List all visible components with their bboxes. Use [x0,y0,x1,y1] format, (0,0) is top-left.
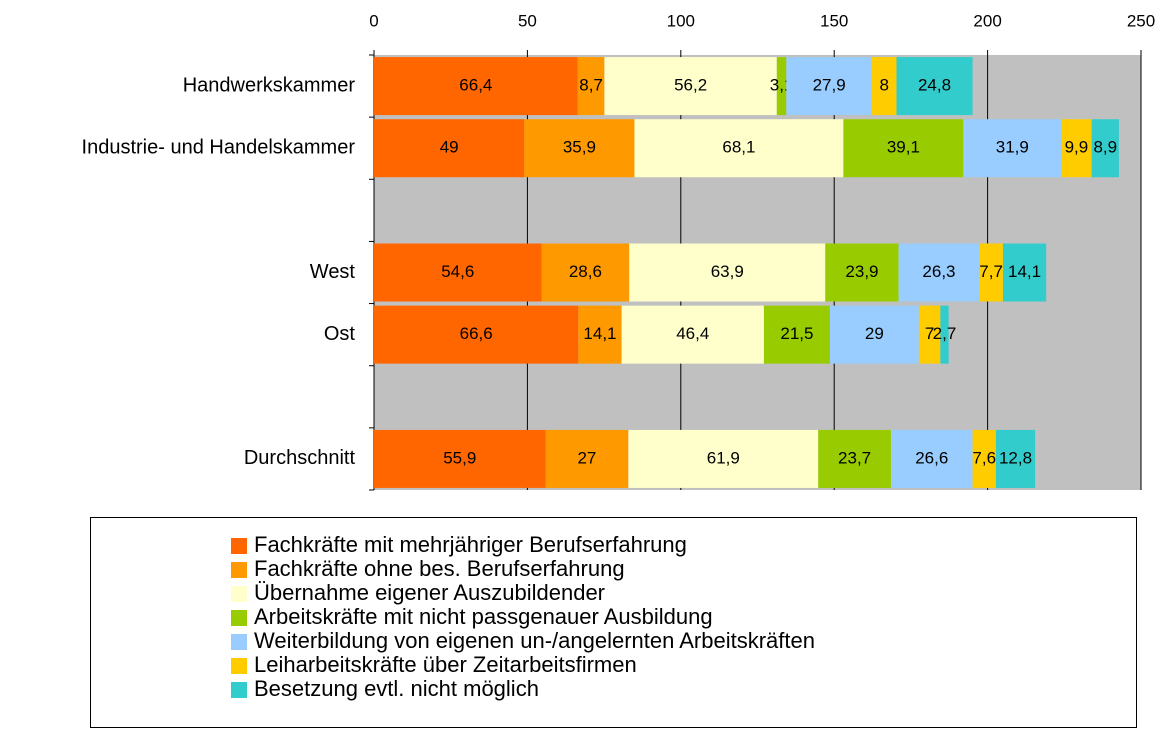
data-label: 7 [925,324,934,343]
bar-segment [963,119,1062,178]
bar-segment [825,243,899,302]
bar-segment [541,243,630,302]
data-label: 68,1 [722,138,755,157]
data-label: 8 [879,76,888,95]
bar-segment [374,243,542,302]
data-label: 55,9 [443,448,476,467]
data-label: 8,7 [579,76,603,95]
bar-segment [621,305,764,364]
bar-segment [995,429,1036,488]
bar-segment [918,305,941,364]
bar-segment [1002,243,1047,302]
legend-swatch [231,634,247,650]
bar-segment [786,57,872,116]
data-label: 26,6 [915,448,948,467]
y-tick-label: Durchschnitt [244,447,356,469]
bar-segment [843,119,964,178]
bar-segment [890,429,973,488]
legend-swatch [231,586,247,602]
y-tick-label: Ost [324,323,356,345]
bar-segment [763,305,830,364]
y-tick-label: West [310,261,356,283]
legend-label: Leiharbeitskräfte über Zeitarbeitsfirmen [254,652,637,677]
legend-label: Weiterbildung von eigenen un-/angelernte… [254,628,815,653]
y-tick-label: Handwerkskammer [183,74,356,96]
bar-segment [1061,119,1092,178]
x-tick-label: 0 [369,11,378,30]
bar-segment [829,305,919,364]
bar-segment [634,119,844,178]
data-label: 35,9 [563,138,596,157]
data-label: 54,6 [441,262,474,281]
data-label: 14,1 [583,324,616,343]
bar-segment [374,305,579,364]
data-label: 27,9 [813,76,846,95]
data-label: 56,2 [674,76,707,95]
bar-segment [896,57,973,116]
data-label: 66,6 [460,324,493,343]
data-label: 39,1 [887,138,920,157]
data-label: 24,8 [918,76,951,95]
data-label: 31,9 [996,138,1029,157]
legend-label: Fachkräfte mit mehrjähriger Berufserfahr… [254,532,687,557]
legend-swatch [231,610,247,626]
x-tick-label: 50 [518,11,537,30]
bar-segment [545,429,629,488]
bar-segment [898,243,980,302]
data-label: 29 [865,324,884,343]
bar-segment [776,57,787,116]
bar-segment [871,57,897,116]
data-label: 23,9 [845,262,878,281]
data-label: 9,9 [1065,138,1089,157]
x-tick-label: 100 [667,11,695,30]
legend-box [90,517,1137,728]
bar-segment [629,243,826,302]
data-label: 28,6 [569,262,602,281]
bar-segment [940,305,949,364]
bar-segment [604,57,777,116]
data-label: 7,6 [972,448,996,467]
data-label: 46,4 [676,324,709,343]
data-label: 27 [577,448,596,467]
legend-label: Besetzung evtl. nicht möglich [254,676,539,701]
data-label: 2,7 [933,324,957,343]
data-label: 8,9 [1093,138,1117,157]
data-label: 61,9 [707,448,740,467]
legend-swatch [231,562,247,578]
y-tick-label: Industrie- und Handelskammer [82,136,356,158]
data-label: 66,4 [459,76,492,95]
bar-segment [628,429,819,488]
bar-segment [374,119,525,178]
bar-segment [1091,119,1119,178]
data-label: 21,5 [780,324,813,343]
bar-segment [577,57,605,116]
bar-segment [972,429,996,488]
legend-label: Fachkräfte ohne bes. Berufserfahrung [254,556,625,581]
bar-segment [818,429,891,488]
x-tick-label: 200 [973,11,1001,30]
bar-segment [979,243,1003,302]
bar-segment [374,57,578,116]
data-label: 26,3 [922,262,955,281]
bar-segment [374,429,546,488]
bar-segment [524,119,635,178]
legend-label: Arbeitskräfte mit nicht passgenauer Ausb… [254,604,713,629]
data-label: 63,9 [711,262,744,281]
data-label: 49 [440,138,459,157]
bar-segment [578,305,622,364]
data-label: 23,7 [838,448,871,467]
legend-label: Übernahme eigener Auszubildender [254,580,605,605]
legend-swatch [231,538,247,554]
legend-swatch [231,682,247,698]
x-tick-label: 150 [820,11,848,30]
data-label: 7,7 [979,262,1003,281]
data-label: 14,1 [1008,262,1041,281]
legend-swatch [231,658,247,674]
x-tick-label: 250 [1127,11,1155,30]
data-label: 12,8 [999,448,1032,467]
